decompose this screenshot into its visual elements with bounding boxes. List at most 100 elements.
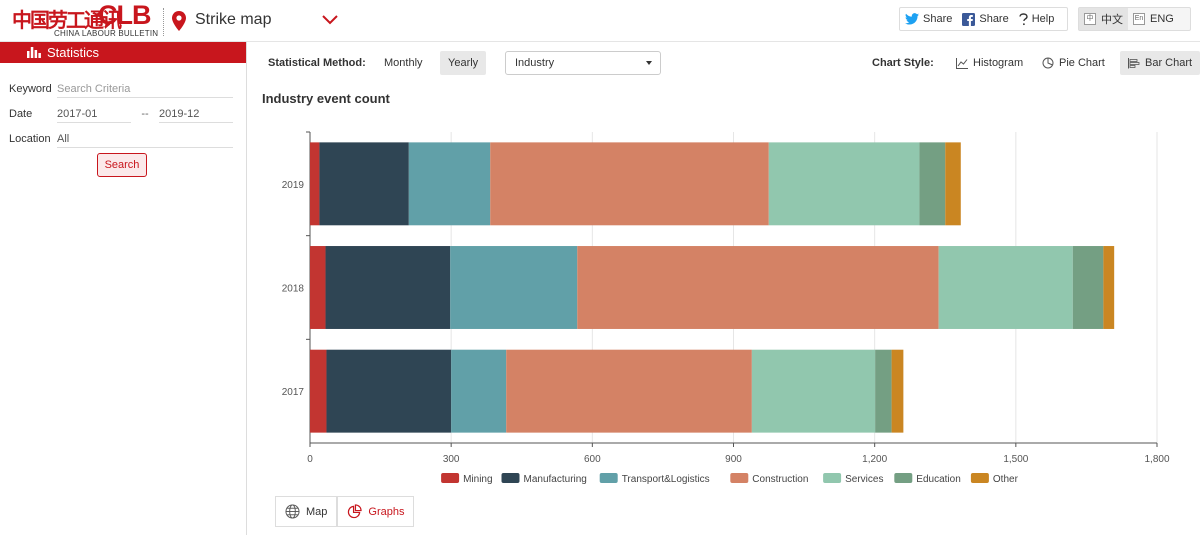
- facebook-share-button[interactable]: Share: [957, 8, 1013, 30]
- y-tick-label: 2019: [282, 180, 305, 191]
- date-to-input[interactable]: [159, 105, 233, 123]
- bar-segment: [891, 349, 904, 433]
- facebook-share-label: Share: [979, 13, 1009, 25]
- bar-segment: [325, 246, 451, 329]
- y-tick-label: 2018: [282, 284, 305, 295]
- bar-segment: [751, 349, 876, 433]
- yearly-label: Yearly: [448, 57, 479, 69]
- logo-chinese-text: 中国劳工通讯: [12, 8, 122, 32]
- sidebar-header: Statistics: [0, 42, 246, 63]
- view-toggle: Map Graphs: [275, 496, 415, 527]
- pie-graph-icon: [348, 504, 363, 519]
- share-toolbar: Share Share Help: [899, 7, 1068, 31]
- facebook-icon: [962, 12, 976, 26]
- search-button[interactable]: Search: [97, 153, 147, 177]
- legend-swatch: [894, 473, 913, 483]
- globe-icon: [285, 504, 300, 519]
- bar-segment: [938, 246, 1073, 329]
- bar-segment: [310, 349, 327, 433]
- bar-segment: [326, 349, 452, 433]
- legend-swatch: [730, 473, 749, 483]
- chinese-lang-icon: 中: [1084, 13, 1096, 25]
- clb-logo[interactable]: 中国劳工通讯 CLB CHINA LABOUR BULLETIN: [12, 0, 159, 38]
- bar-segment: [768, 142, 920, 226]
- yearly-button[interactable]: Yearly: [440, 51, 487, 75]
- lang-chinese-button[interactable]: 中 中文: [1079, 8, 1128, 30]
- bar-segment: [1103, 246, 1115, 329]
- header-divider: [163, 8, 164, 36]
- bar-segment: [490, 142, 769, 226]
- bar-segment: [450, 246, 578, 329]
- x-tick-label: 1,200: [862, 454, 887, 465]
- histogram-label: Histogram: [973, 57, 1024, 69]
- graphs-view-button[interactable]: Graphs: [337, 496, 415, 527]
- date-row: Date --: [9, 105, 234, 123]
- bar-segment: [310, 142, 320, 226]
- caret-down-icon: [646, 61, 652, 65]
- category-select-value: Industry: [515, 57, 555, 69]
- chart-toolbar: Statistical Method: Monthly Yearly Indus…: [247, 42, 1200, 84]
- category-select[interactable]: Industry: [505, 51, 661, 75]
- x-tick-label: 900: [725, 454, 742, 465]
- y-tick-label: 2017: [282, 387, 305, 398]
- bar-segment: [875, 349, 892, 433]
- pie-chart-label: Pie Chart: [1059, 57, 1105, 69]
- bar-chart-label: Bar Chart: [1145, 57, 1193, 69]
- location-input[interactable]: [57, 130, 233, 148]
- pie-chart-icon: [1042, 57, 1054, 69]
- date-from-input[interactable]: [57, 105, 131, 123]
- help-label: Help: [1031, 13, 1055, 25]
- map-view-button[interactable]: Map: [275, 496, 338, 527]
- bar-chart-button[interactable]: Bar Chart: [1120, 51, 1200, 75]
- lang-english-button[interactable]: En ENG: [1128, 8, 1179, 30]
- map-pin-icon: [172, 11, 186, 31]
- app-title: Strike map: [195, 11, 272, 28]
- twitter-share-button[interactable]: Share: [900, 8, 957, 30]
- bar-segment: [319, 142, 409, 226]
- legend-label: Services: [845, 474, 883, 485]
- help-button[interactable]: Help: [1014, 8, 1060, 30]
- legend-label: Education: [916, 474, 960, 485]
- legend-label: Manufacturing: [524, 474, 587, 485]
- bar-segment: [310, 246, 326, 329]
- bar-segment: [408, 142, 491, 226]
- industry-bar-chart: 0 300 600 900 1,200 1,500 1,800 2019 2018 2017 Min…: [282, 131, 1170, 485]
- english-lang-icon: En: [1133, 13, 1145, 25]
- legend-swatch: [970, 473, 989, 483]
- keyword-input[interactable]: [57, 80, 233, 98]
- x-tick-label: 1,800: [1144, 454, 1169, 465]
- bar-segment: [945, 142, 961, 226]
- legend-swatch: [823, 473, 842, 483]
- lang-chinese-label: 中文: [1101, 14, 1123, 26]
- bar-segment: [506, 349, 752, 433]
- bar-chart-style-icon: [1128, 57, 1140, 68]
- logo-english-text: CLB: [98, 0, 151, 30]
- graphs-view-label: Graphs: [368, 505, 405, 518]
- bar-chart-icon: [27, 47, 41, 58]
- pie-chart-button[interactable]: Pie Chart: [1034, 51, 1113, 75]
- method-label: Statistical Method:: [268, 57, 366, 69]
- chart-style-label: Chart Style:: [872, 57, 934, 69]
- question-icon: [1019, 12, 1028, 25]
- legend-swatch: [501, 473, 520, 483]
- bar-segment: [577, 246, 939, 329]
- legend-swatch: [441, 473, 460, 483]
- bar-segment: [451, 349, 507, 433]
- x-tick-label: 600: [584, 454, 601, 465]
- sidebar: Statistics Keyword Date -- Location Sear…: [0, 42, 247, 535]
- histogram-icon: [956, 57, 968, 69]
- legend-label: Transport&Logistics: [622, 474, 710, 485]
- x-tick-label: 300: [443, 454, 460, 465]
- keyword-row: Keyword: [9, 80, 234, 98]
- date-label: Date: [9, 108, 33, 120]
- logo-subtitle: CHINA LABOUR BULLETIN: [54, 29, 159, 38]
- legend-label: Mining: [463, 474, 492, 485]
- lang-english-label: ENG: [1150, 13, 1174, 25]
- chevron-down-icon[interactable]: [321, 13, 339, 27]
- x-tick-label: 1,500: [1003, 454, 1028, 465]
- monthly-button[interactable]: Monthly: [376, 51, 431, 75]
- chart-title: Industry event count: [262, 91, 390, 106]
- bar-segment: [919, 142, 946, 226]
- histogram-button[interactable]: Histogram: [948, 51, 1031, 75]
- sidebar-title: Statistics: [47, 45, 100, 60]
